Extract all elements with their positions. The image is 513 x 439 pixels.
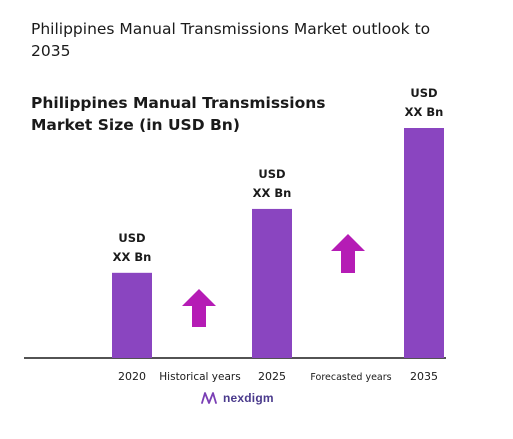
data-label-2020: USD XX Bn: [113, 231, 152, 264]
growth-arrow-forecast: [331, 234, 365, 273]
nexdigm-logo-icon: [201, 392, 217, 404]
bar-2020: [112, 272, 152, 358]
growth-arrow-historical: [182, 289, 216, 327]
bars-layer: [112, 128, 444, 358]
labels-layer: USD XX Bn 2020 USD XX Bn 2025 USD XX Bn 2035 Hist…: [113, 86, 444, 383]
brand-name: nexdigm: [223, 391, 274, 405]
data-label-2025: USD XX Bn: [253, 167, 292, 200]
page-title: Philippines Manual Transmissions Market …: [31, 20, 431, 60]
nexdigm-logo: nexdigm: [200, 390, 274, 406]
x-tick-2025: 2025: [258, 370, 286, 383]
x-tick-2035: 2035: [410, 370, 438, 383]
bar-2035: [404, 128, 444, 358]
data-label-2035: USD XX Bn: [405, 86, 444, 119]
period-label-historical: Historical years: [159, 371, 240, 383]
bar-2025: [252, 208, 292, 358]
arrows-layer: [182, 234, 365, 327]
x-tick-2020: 2020: [118, 370, 146, 383]
chart-subtitle: Philippines Manual Transmissions Market …: [31, 94, 326, 134]
period-label-forecast: Forecasted years: [310, 372, 391, 383]
